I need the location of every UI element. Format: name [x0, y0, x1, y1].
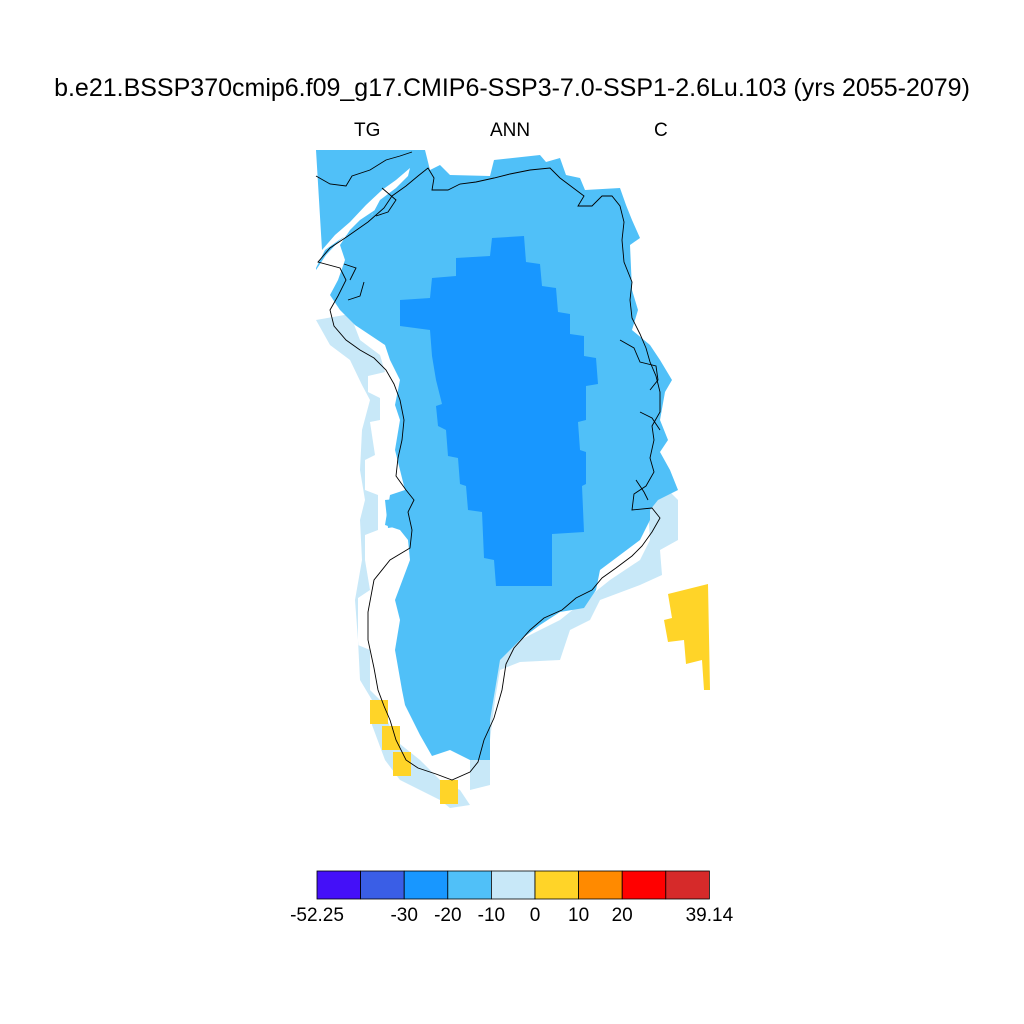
region-warm-east	[664, 584, 710, 690]
units-label: C	[654, 120, 668, 141]
region-light-band	[316, 314, 678, 808]
colorbar-swatch	[621, 870, 667, 900]
colorbar-swatch	[403, 870, 449, 900]
region-coastal-island	[385, 498, 408, 528]
coastline-detail-east	[619, 339, 661, 501]
colorbar-swatch	[490, 870, 536, 900]
colorbar-tick-label: -10	[477, 905, 506, 926]
colorbar-tick-label: -52.25	[290, 905, 344, 926]
region-interior	[400, 236, 598, 586]
colorbar-swatch	[665, 870, 710, 900]
region-warm-sw-3	[393, 752, 411, 776]
colorbar-swatch	[360, 870, 405, 900]
map-title: b.e21.BSSP370cmip6.f09_g17.CMIP6-SSP3-7.…	[54, 74, 970, 102]
region-warm-sw-2	[382, 726, 400, 750]
colorbar-tick-label: -30	[390, 905, 418, 926]
region-warm-sw-1	[370, 700, 388, 724]
colorbar-swatch	[534, 870, 579, 900]
colorbar-tick-label: 0	[529, 905, 541, 926]
region-warm-sw-4	[440, 780, 458, 804]
colorbar-tick-label: -20	[434, 905, 462, 926]
coastline	[315, 151, 661, 781]
variable-label: TG	[354, 120, 381, 141]
colorbar-tick-label: 20	[611, 905, 633, 926]
colorbar-tick-label: 10	[568, 905, 590, 926]
colorbar-swatch	[447, 870, 492, 900]
colorbar-tick-label: 39.14	[685, 905, 734, 926]
coastline-detail-west	[343, 187, 397, 301]
colorbar-swatch	[316, 870, 361, 900]
season-label: ANN	[490, 120, 531, 141]
colorbar-swatch	[578, 870, 623, 900]
colorbar	[316, 870, 710, 900]
